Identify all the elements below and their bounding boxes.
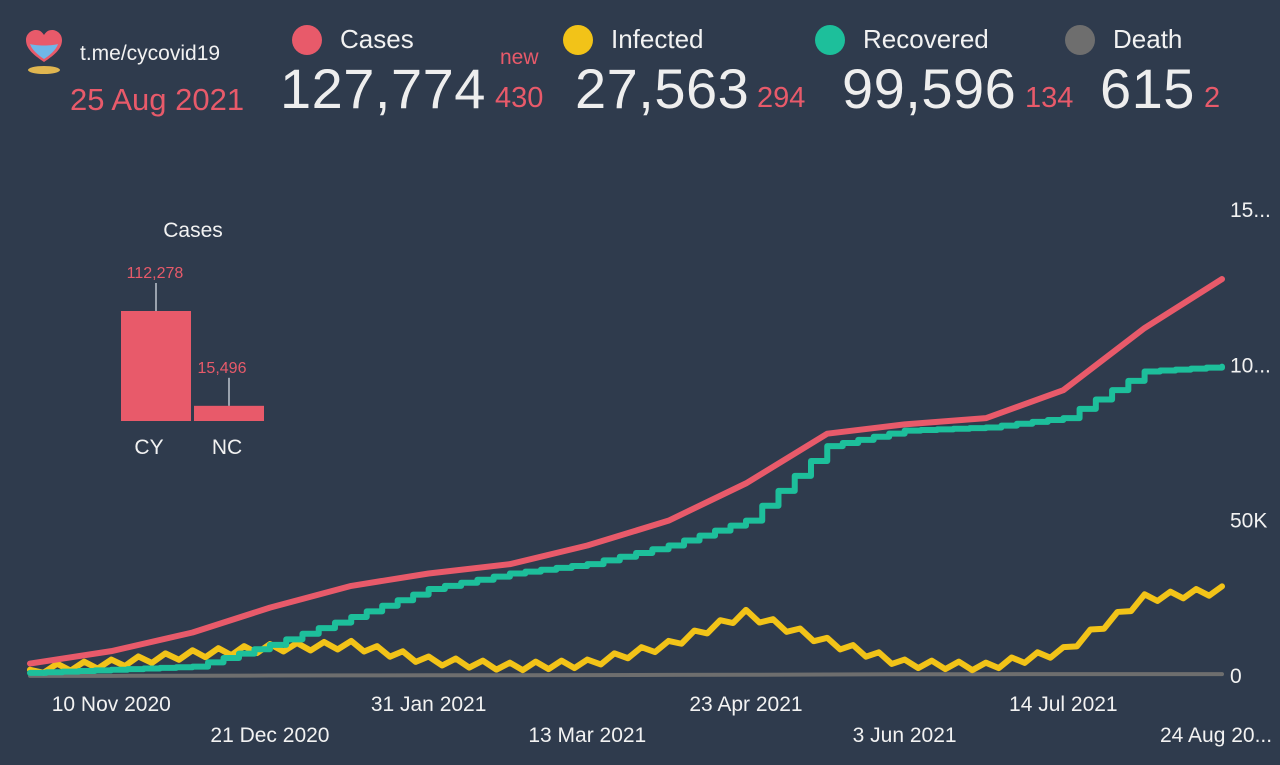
inset-bar-category-label: CY [134,436,163,459]
cases-dot-icon [292,24,322,55]
x-tick-label: 21 Dec 2020 [210,724,329,747]
series-line-cases [27,276,1225,667]
inset-bar-category-label: NC [212,436,242,459]
new-label: new [500,46,539,69]
inset-bar [121,311,191,421]
series-line-recovered [27,363,1225,676]
y-tick-label: 10... [1230,354,1271,377]
y-tick-label: 0 [1230,665,1242,688]
recovered-total: 99,596 [842,57,1017,120]
series-line-death [28,672,1224,678]
y-tick-label: 50K [1230,510,1267,533]
cases-total: 127,774 [280,57,486,120]
recovered-dot-icon [815,24,845,55]
cases-new: 430 [495,82,544,114]
inset-bar-value-label: 112,278 [127,265,184,282]
x-tick-label: 24 Aug 20... [1160,724,1272,747]
death-new: 2 [1204,82,1221,114]
y-tick-label: 15... [1230,199,1271,222]
death-total: 615 [1100,57,1195,120]
legend-cases-label: Cases [340,24,414,54]
legend-infected-label: Infected [611,24,704,54]
legend-death: Death [1065,24,1182,55]
legend-recovered: Recovered [815,24,989,55]
recovered-new: 134 [1025,82,1074,114]
legend-infected: Infected [563,24,704,55]
x-tick-label: 13 Mar 2021 [528,724,646,747]
x-tick-label: 31 Jan 2021 [371,693,487,716]
infected-new: 294 [757,82,806,114]
x-tick-label: 10 Nov 2020 [52,693,171,716]
x-tick-label: 23 Apr 2021 [689,693,802,716]
report-date: 25 Aug 2021 [70,82,245,117]
legend-recovered-label: Recovered [863,24,989,54]
infected-dot-icon [563,24,593,55]
x-tick-label: 3 Jun 2021 [853,724,957,747]
death-dot-icon [1065,24,1095,55]
inset-bar-value-label: 15,496 [198,360,247,377]
legend-cases: Cases [292,24,414,55]
channel-link[interactable]: t.me/cycovid19 [80,42,221,65]
legend-death-label: Death [1113,24,1183,54]
infected-total: 27,563 [575,57,750,120]
x-tick-label: 14 Jul 2021 [1009,693,1118,716]
inset-bar [194,405,264,421]
inset-bar-title: Cases [163,219,223,242]
cyprus-heart-logo-icon [22,28,66,76]
